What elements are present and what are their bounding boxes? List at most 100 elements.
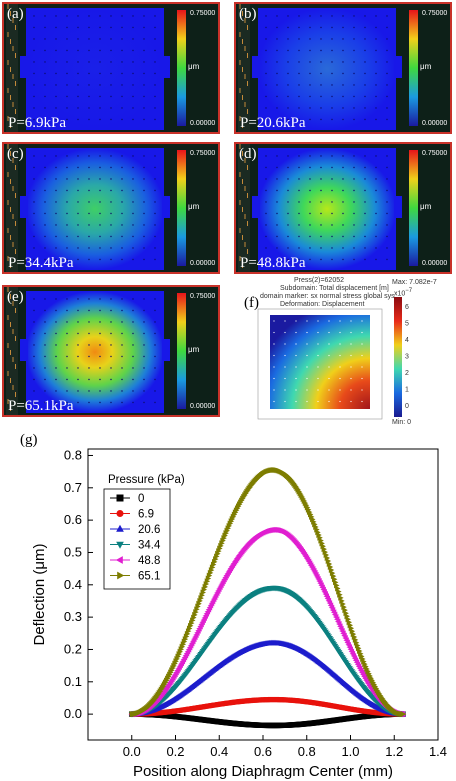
x-tick-label: 0.0 bbox=[123, 744, 141, 759]
sim-dot bbox=[306, 400, 308, 403]
grid-dot bbox=[265, 224, 267, 226]
grid-dot bbox=[276, 72, 278, 75]
grid-dot bbox=[386, 15, 388, 17]
grid-dot bbox=[88, 201, 90, 203]
diaphragm-deflection bbox=[258, 148, 396, 270]
sim-dot bbox=[273, 389, 275, 391]
grid-dot bbox=[143, 95, 145, 98]
deflection-map-b bbox=[238, 4, 418, 132]
grid-dot bbox=[99, 235, 101, 238]
grid-dot bbox=[154, 38, 156, 40]
grid-dot bbox=[33, 201, 35, 203]
sim-dot bbox=[328, 343, 330, 345]
grid-dot bbox=[99, 61, 101, 63]
y-tick-label: 0.1 bbox=[64, 674, 82, 689]
grid-dot bbox=[99, 332, 101, 335]
grid-dot bbox=[386, 107, 388, 109]
grid-dot bbox=[88, 309, 90, 312]
grid-dot bbox=[331, 61, 333, 63]
legend-marker bbox=[116, 524, 124, 532]
grid-dot bbox=[287, 166, 289, 169]
sim-text-4: Deformation: Displacement bbox=[280, 301, 365, 308]
grid-dot bbox=[154, 367, 156, 369]
notch-left bbox=[20, 196, 28, 218]
grid-dot bbox=[77, 155, 79, 157]
grid-dot bbox=[143, 212, 145, 215]
sim-dot bbox=[317, 400, 319, 403]
grid-dot bbox=[265, 166, 267, 169]
grid-dot bbox=[33, 166, 35, 169]
grid-dot bbox=[77, 26, 79, 29]
grid-dot bbox=[154, 355, 156, 358]
grid-dot bbox=[66, 49, 68, 52]
notch-left bbox=[252, 196, 260, 218]
grid-dot bbox=[88, 84, 90, 86]
grid-dot bbox=[265, 95, 267, 98]
grid-dot bbox=[44, 15, 46, 17]
sim-dot bbox=[350, 400, 352, 403]
grid-dot bbox=[77, 15, 79, 17]
grid-dot bbox=[110, 38, 112, 40]
grid-dot bbox=[44, 298, 46, 300]
grid-dot bbox=[77, 95, 79, 98]
grid-dot bbox=[309, 15, 311, 17]
grid-dot bbox=[375, 178, 377, 180]
grid-dot bbox=[132, 189, 134, 192]
grid-dot bbox=[287, 26, 289, 29]
grid-dot bbox=[55, 247, 57, 249]
colorbar-min: 0.00000 bbox=[190, 403, 216, 410]
grid-dot bbox=[320, 72, 322, 75]
colorbar-unit: μm bbox=[188, 62, 200, 71]
grid-dot bbox=[287, 118, 289, 121]
colorbar-min: 0.00000 bbox=[422, 120, 448, 127]
sim-dot bbox=[273, 320, 275, 322]
grid-dot bbox=[375, 107, 377, 109]
pressure-label: P=34.4kPa bbox=[8, 255, 74, 271]
sim-dot bbox=[361, 389, 363, 391]
grid-dot bbox=[375, 15, 377, 17]
grid-dot bbox=[55, 321, 57, 323]
grid-dot bbox=[121, 95, 123, 98]
grid-dot bbox=[110, 15, 112, 17]
grid-dot bbox=[88, 95, 90, 98]
grid-dot bbox=[132, 321, 134, 323]
grid-dot bbox=[66, 38, 68, 40]
grid-dot bbox=[353, 72, 355, 75]
grid-dot bbox=[88, 258, 90, 261]
sim-field bbox=[270, 315, 370, 409]
grid-dot bbox=[66, 344, 68, 346]
sim-dot bbox=[339, 400, 341, 403]
grid-dot bbox=[77, 38, 79, 40]
grid-dot bbox=[298, 118, 300, 121]
y-tick-label: 0.3 bbox=[64, 609, 82, 624]
grid-dot bbox=[309, 107, 311, 109]
grid-dot bbox=[342, 38, 344, 40]
grid-dot bbox=[77, 166, 79, 169]
grid-dot bbox=[132, 107, 134, 109]
grid-dot bbox=[99, 84, 101, 86]
sim-dot bbox=[339, 331, 341, 334]
grid-dot bbox=[132, 155, 134, 157]
grid-dot bbox=[287, 201, 289, 203]
grid-dot bbox=[353, 95, 355, 98]
grid-dot bbox=[143, 84, 145, 86]
grid-dot bbox=[44, 355, 46, 358]
colorbar-max: 0.75000 bbox=[190, 150, 216, 157]
grid-dot bbox=[99, 298, 101, 300]
grid-dot bbox=[55, 95, 57, 98]
grid-dot bbox=[364, 95, 366, 98]
grid-dot bbox=[66, 390, 68, 392]
grid-dot bbox=[154, 201, 156, 203]
panel-label: (a) bbox=[7, 6, 24, 22]
grid-dot bbox=[342, 61, 344, 63]
grid-dot bbox=[33, 390, 35, 392]
grid-dot bbox=[353, 155, 355, 157]
grid-dot bbox=[121, 401, 123, 404]
grid-dot bbox=[121, 38, 123, 40]
grid-dot bbox=[154, 166, 156, 169]
grid-dot bbox=[66, 15, 68, 17]
sim-dot bbox=[306, 320, 308, 322]
sim-exp: x10−7 bbox=[394, 288, 412, 297]
grid-dot bbox=[132, 95, 134, 98]
grid-dot bbox=[364, 61, 366, 63]
